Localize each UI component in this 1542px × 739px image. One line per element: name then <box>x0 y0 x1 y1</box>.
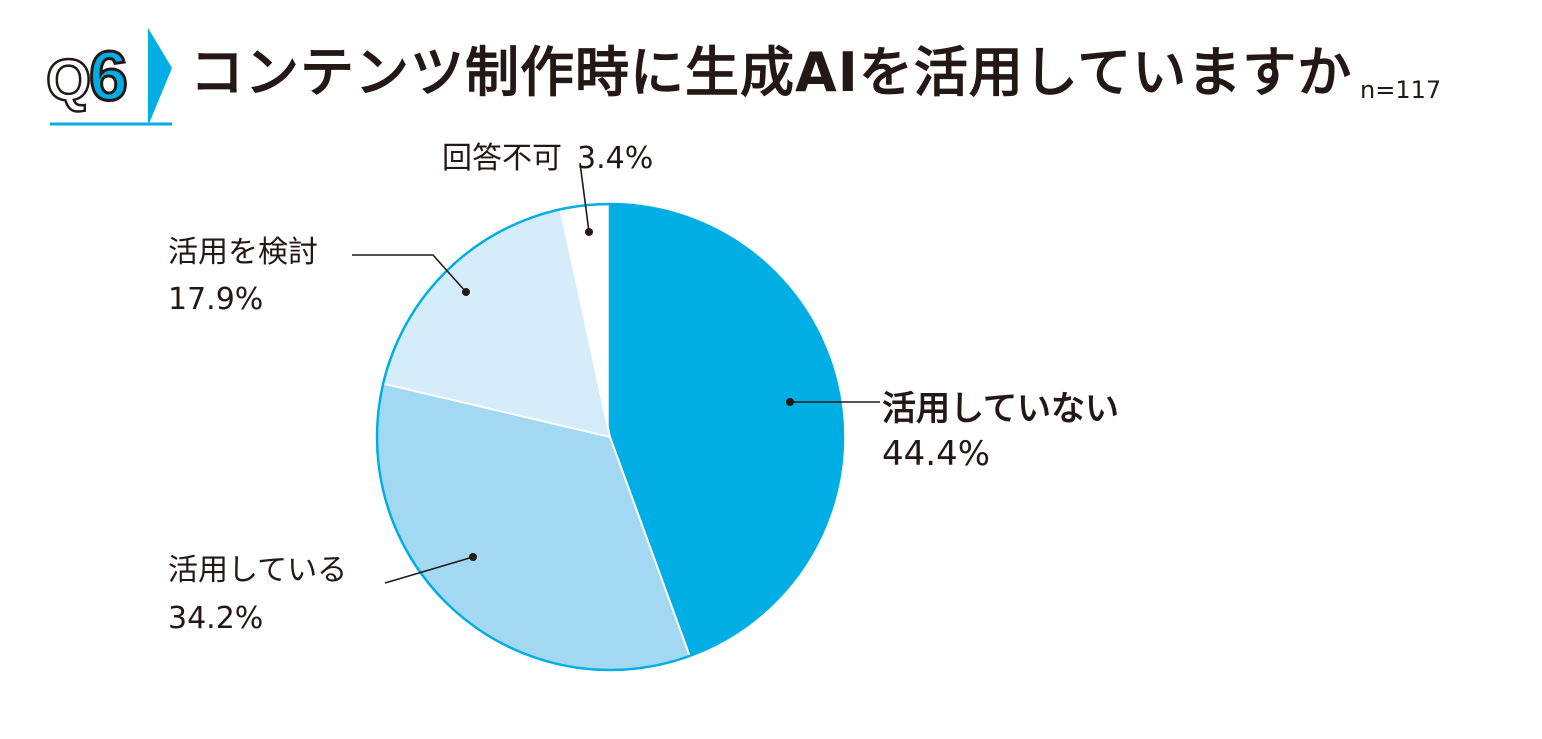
slice-divider <box>382 382 611 438</box>
pie-slice <box>610 204 843 656</box>
pie-outline <box>375 202 845 672</box>
slice-value-label: 17.9% <box>168 282 263 317</box>
slice-divider <box>559 209 611 438</box>
question-badge: Q 6 <box>45 28 172 126</box>
leader-line <box>384 556 474 584</box>
leader-line <box>352 254 467 293</box>
leader-dot <box>585 228 593 236</box>
slice-label: 活用している <box>168 553 347 588</box>
sample-size-label: n=117 <box>1360 76 1442 104</box>
leader-dot <box>469 553 477 561</box>
slice-value-label: 44.4% <box>882 434 990 474</box>
leader-dot <box>786 398 794 406</box>
pie-slice <box>383 209 610 437</box>
slice-label: 活用を検討 <box>168 235 318 270</box>
slice-divider <box>609 436 691 657</box>
slice-label: 回答不可 3.4% <box>442 141 653 176</box>
page-title: コンテンツ制作時に生成AIを活用していますか <box>190 41 1353 104</box>
badge-q-letter: Q <box>46 48 91 113</box>
badge-number: 6 <box>89 37 128 115</box>
pie-slice <box>377 383 690 670</box>
leader-line <box>579 162 590 233</box>
badge-accent-shape <box>148 28 172 126</box>
leader-dot <box>462 288 470 296</box>
slice-value-label: 34.2% <box>168 601 263 636</box>
slice-label: 活用していない <box>882 389 1119 429</box>
